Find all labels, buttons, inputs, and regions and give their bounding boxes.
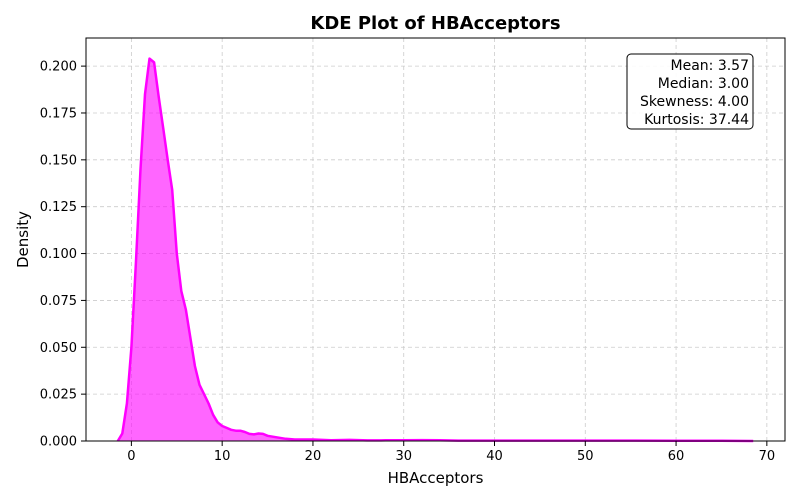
y-axis-label: Density <box>14 211 32 268</box>
stat-skewness: Skewness: 4.00 <box>640 94 749 110</box>
stat-mean: Mean: 3.57 <box>671 58 749 74</box>
y-tick-label: 0.025 <box>40 388 77 403</box>
y-tick-label: 0.050 <box>40 341 77 356</box>
y-tick-label: 0.075 <box>40 294 77 309</box>
x-axis-label: HBAcceptors <box>388 469 484 487</box>
x-tick-label: 20 <box>305 449 322 464</box>
stat-median: Median: 3.00 <box>658 76 749 92</box>
x-axis-ticks: 0 10 20 30 40 50 60 70 <box>127 441 775 464</box>
x-tick-label: 70 <box>759 449 776 464</box>
y-tick-label: 0.175 <box>40 106 77 121</box>
kde-density-area <box>117 58 754 441</box>
x-tick-label: 0 <box>127 449 135 464</box>
y-tick-label: 0.000 <box>40 435 77 450</box>
x-tick-label: 40 <box>486 449 503 464</box>
stat-kurtosis: Kurtosis: 37.44 <box>644 112 749 128</box>
kde-density-line <box>116 57 754 443</box>
y-tick-label: 0.100 <box>40 247 77 262</box>
chart-title: KDE Plot of HBAcceptors <box>310 13 560 34</box>
y-tick-label: 0.150 <box>40 153 77 168</box>
plot-frame <box>85 37 786 442</box>
statistics-box: Mean: 3.57 Median: 3.00 Skewness: 4.00 K… <box>626 53 754 130</box>
statistics-box-frame <box>626 53 754 130</box>
x-tick-label: 50 <box>577 449 594 464</box>
y-axis-ticks: 0.000 0.025 0.050 0.075 0.100 0.125 0.150 0.175… <box>40 60 86 450</box>
x-tick-label: 60 <box>668 449 685 464</box>
y-tick-label: 0.125 <box>40 200 77 215</box>
y-tick-label: 0.200 <box>40 60 77 75</box>
x-tick-label: 10 <box>214 449 231 464</box>
x-tick-label: 30 <box>395 449 412 464</box>
